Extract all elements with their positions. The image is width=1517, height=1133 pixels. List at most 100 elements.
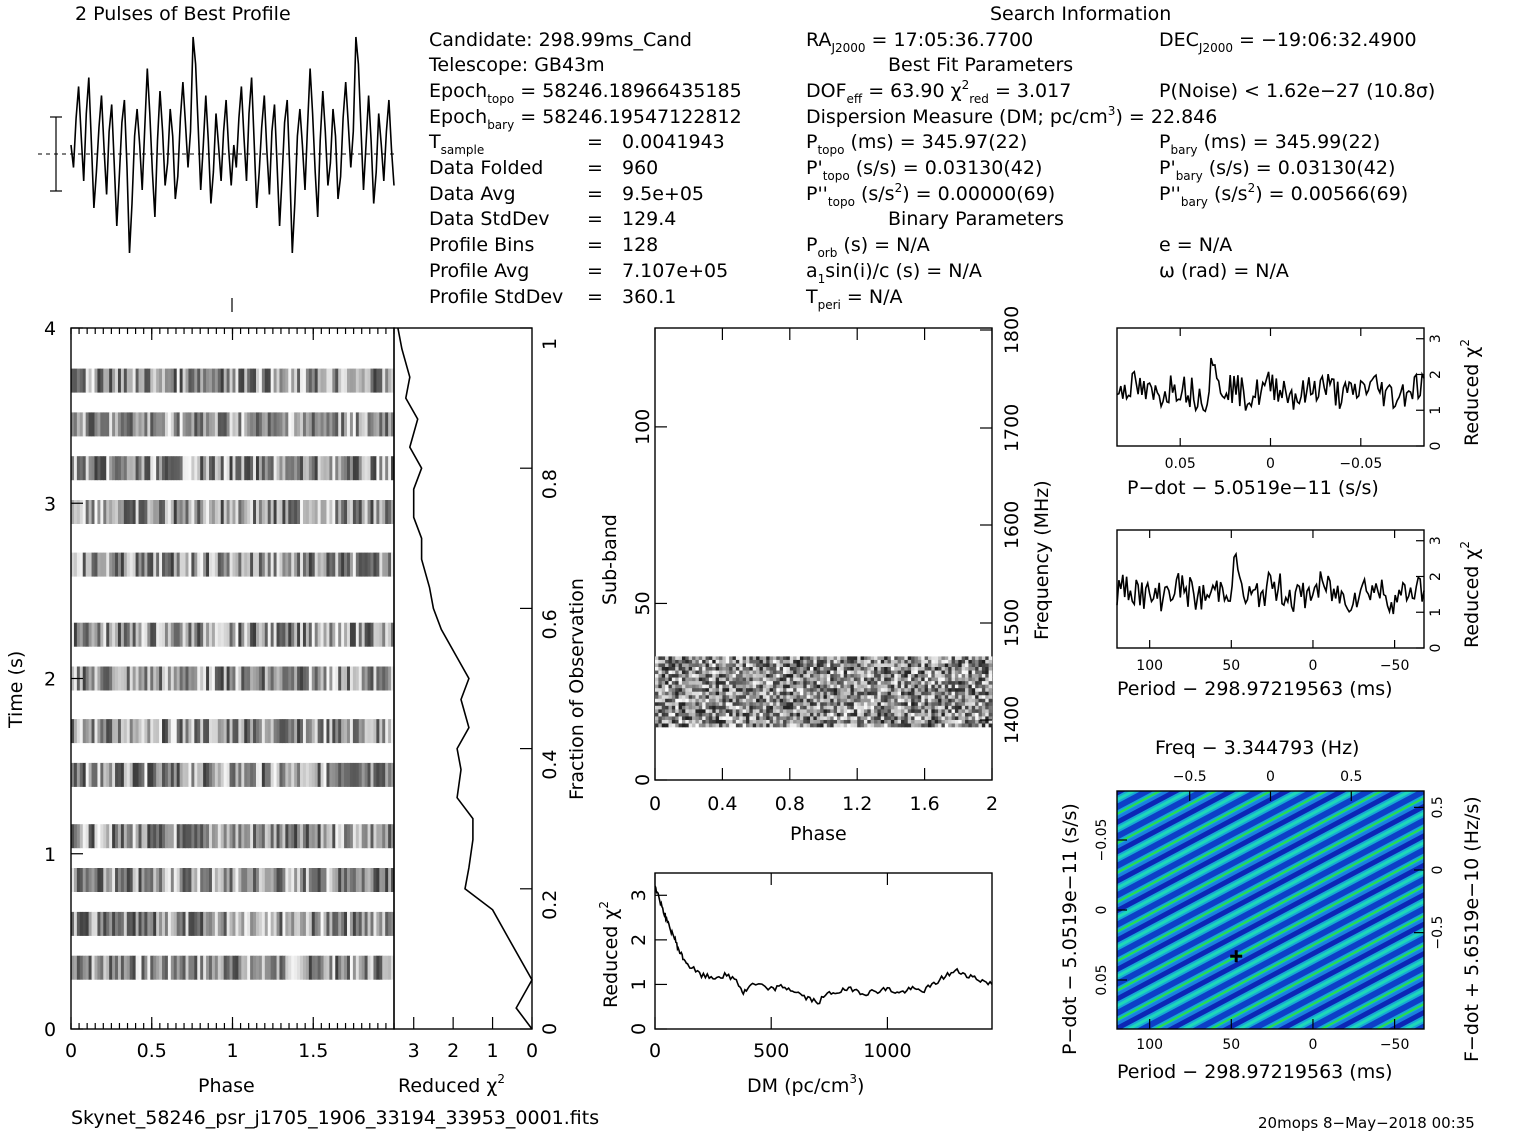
subband-cell — [894, 705, 898, 710]
tp-ytick-label: 1 — [44, 844, 56, 866]
subband-cell — [779, 695, 784, 700]
subband-cell — [702, 705, 706, 710]
subband-cell — [907, 719, 912, 724]
subband-cell — [678, 674, 683, 678]
band-cell — [132, 500, 136, 524]
subband-cell — [756, 681, 760, 685]
tp-xtick-label: 1.5 — [298, 1040, 328, 1062]
band-cell — [162, 762, 166, 787]
subband-cell — [725, 659, 730, 664]
band-cell — [147, 666, 151, 691]
subband-cell — [847, 677, 851, 682]
subband-cell — [971, 670, 976, 675]
band-cell — [217, 666, 222, 691]
sb-xtick-label: 0.4 — [707, 793, 737, 815]
subband-cell — [729, 702, 733, 707]
subband-cell — [685, 663, 689, 668]
band-cell — [282, 412, 286, 437]
band-cell — [305, 456, 310, 481]
band-cell — [191, 719, 195, 744]
subband-cell — [688, 663, 693, 668]
band-cell — [232, 911, 236, 936]
band-cell — [358, 412, 363, 437]
subband-cell — [668, 688, 673, 693]
subband-cell — [719, 663, 723, 668]
subband-cell — [719, 698, 723, 703]
subband-cell — [924, 670, 929, 675]
band-cell — [129, 868, 134, 892]
band-cell — [179, 824, 183, 849]
band-cell — [206, 824, 210, 849]
band-cell — [156, 552, 160, 577]
subband-cell — [884, 712, 888, 717]
subband-cell — [971, 674, 976, 678]
subband-cell — [907, 698, 912, 703]
subband-cell — [799, 695, 804, 700]
band-cell — [97, 412, 101, 437]
subband-cell — [877, 656, 882, 661]
band-cell — [182, 666, 186, 691]
band-cell — [71, 868, 75, 892]
band-cell — [197, 622, 201, 647]
band-cell — [314, 500, 319, 524]
subband-cell — [705, 723, 710, 728]
subband-cell — [661, 695, 666, 700]
subband-cell — [678, 712, 683, 717]
subband-cell — [779, 674, 784, 678]
band-cell — [253, 666, 257, 691]
subband-cell — [907, 659, 912, 664]
band-cell — [173, 666, 178, 691]
subband-cell — [880, 674, 885, 678]
band-cell — [144, 622, 148, 647]
band-cell — [109, 911, 113, 936]
band-cell — [109, 368, 113, 393]
subband-cell — [951, 681, 956, 685]
subband-cell — [692, 656, 696, 661]
band-cell — [347, 719, 351, 744]
band-cell — [73, 762, 78, 787]
band-cell — [232, 955, 236, 980]
subband-cell — [988, 656, 993, 661]
subband-cell — [863, 681, 868, 685]
band-cell — [214, 868, 219, 892]
subband-cell — [759, 684, 764, 689]
band-cell — [94, 666, 98, 691]
subband-cell — [823, 674, 828, 678]
band-cell — [349, 368, 354, 393]
band-cell — [261, 824, 266, 849]
subband-cell — [944, 709, 949, 714]
subband-cell — [944, 705, 949, 710]
tp-xtick-label: 0 — [65, 1040, 77, 1062]
band-cell — [308, 412, 313, 437]
subband-cell — [843, 670, 848, 675]
subband-cell — [783, 712, 787, 717]
subband-cell — [924, 716, 929, 721]
subband-cell — [843, 691, 848, 696]
band-cell — [94, 911, 98, 936]
band-cell — [352, 719, 357, 744]
band-cell — [247, 456, 251, 481]
subband-cell — [739, 702, 743, 707]
band-cell — [112, 666, 116, 691]
band-cell — [135, 368, 139, 393]
band-cell — [203, 412, 207, 437]
pp-xtick-label: 50 — [1222, 1037, 1240, 1053]
subband-cell — [911, 719, 915, 724]
subband-cell — [874, 659, 878, 664]
subband-cell — [789, 723, 794, 728]
subband-cell — [668, 705, 673, 710]
subband-cell — [745, 695, 750, 700]
band-cell — [167, 500, 172, 524]
subband-cell — [975, 677, 979, 682]
band-cell — [247, 368, 251, 393]
subband-cell — [786, 670, 791, 675]
subband-cell — [742, 667, 747, 671]
band-cell — [135, 824, 139, 849]
band-cell — [332, 500, 336, 524]
subband-cell — [836, 698, 841, 703]
band-cell — [182, 824, 186, 849]
subband-cell — [708, 712, 713, 717]
band-cell — [211, 368, 216, 393]
band-cell — [112, 762, 116, 787]
subband-cell — [715, 663, 720, 668]
